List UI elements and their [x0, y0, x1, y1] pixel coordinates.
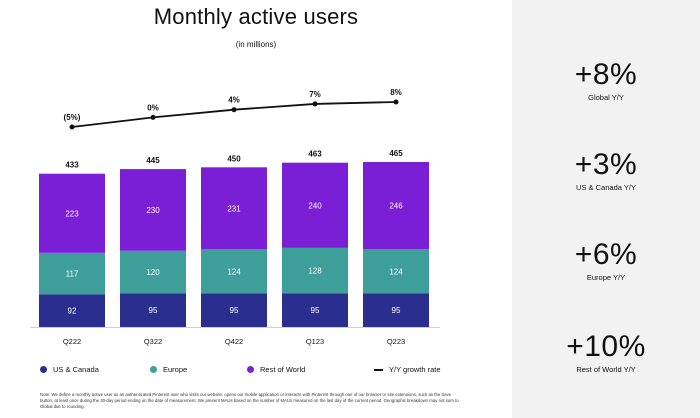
bar-segment-rest-of-world-4: [363, 162, 429, 250]
bar-value-label: 95: [311, 306, 320, 315]
growth-point: [69, 124, 75, 130]
kpi-global: +8% Global Y/Y: [512, 58, 700, 102]
bar-segment-europe-0: [39, 252, 105, 295]
legend-label-yy-growth: Y/Y growth rate: [389, 365, 441, 374]
bar-value-label: 124: [227, 267, 241, 276]
bar-value-label: 95: [149, 306, 158, 315]
bar-segment-us-canada-1: [120, 293, 186, 327]
bar-value-label: 117: [66, 270, 79, 279]
kpi-us-canada: +3% US & Canada Y/Y: [512, 148, 700, 192]
bar-value-label: 95: [392, 306, 401, 315]
kpi-panel: +8% Global Y/Y +3% US & Canada Y/Y +6% E…: [512, 0, 700, 418]
x-tick-label: Q422: [225, 337, 243, 346]
bar-total-label: 450: [227, 154, 241, 163]
bar-segment-rest-of-world-1: [120, 169, 186, 251]
bar-total-label: 465: [389, 149, 403, 158]
growth-point: [150, 114, 156, 120]
growth-label: (5%): [64, 113, 81, 122]
x-tick-label: Q222: [63, 337, 81, 346]
x-tick-label: Q223: [387, 337, 405, 346]
legend-label-rest-of-world: Rest of World: [260, 365, 306, 374]
legend-label-us-canada: US & Canada: [53, 365, 99, 374]
bar-segment-us-canada-3: [282, 293, 348, 327]
legend-swatch-yy-growth: [374, 368, 383, 371]
growth-label: 4%: [228, 96, 240, 105]
bar-segment-us-canada-0: [39, 294, 105, 327]
footnote: Note: We define a monthly active user as…: [40, 392, 459, 409]
legend-item-europe: Europe: [150, 365, 247, 374]
kpi-rest-of-world: +10% Rest of World Y/Y: [512, 330, 700, 374]
kpi-europe-value: +6%: [574, 238, 638, 271]
kpi-europe-label: Europe Y/Y: [586, 273, 626, 282]
bar-total-label: 463: [308, 150, 322, 159]
kpi-europe: +6% Europe Y/Y: [512, 238, 700, 282]
chart-svg: 92 117 223 433 Q222 95 120 230 445 Q322 95 124 231 45…: [30, 88, 440, 346]
legend-swatch-europe: [150, 366, 157, 373]
bar-segment-europe-3: [282, 247, 348, 294]
bar-segment-europe-4: [363, 249, 429, 294]
growth-label: 7%: [309, 90, 321, 99]
growth-point: [393, 99, 399, 105]
bar-segment-rest-of-world-3: [282, 162, 348, 248]
kpi-us-canada-label: US & Canada Y/Y: [576, 183, 636, 192]
bar-total-label: 445: [146, 156, 160, 165]
legend-item-us-canada: US & Canada: [40, 365, 150, 374]
legend-item-yy-growth: Y/Y growth rate: [374, 365, 441, 374]
kpi-global-label: Global Y/Y: [588, 93, 624, 102]
legend-item-rest-of-world: Rest of World: [247, 365, 374, 374]
growth-point: [231, 107, 237, 113]
legend-swatch-us-canada: [40, 366, 47, 373]
bar-value-label: 92: [68, 307, 77, 316]
bar-value-label: 246: [389, 202, 403, 211]
bar-value-label: 223: [65, 209, 79, 218]
kpi-global-value: +8%: [574, 58, 638, 91]
chart-title: Monthly active users: [153, 4, 359, 29]
legend-swatch-rest-of-world: [247, 366, 254, 373]
growth-line: [71, 101, 397, 128]
chart-subtitle: (in millions): [235, 40, 277, 49]
bar-value-label: 128: [308, 267, 322, 276]
bar-value-label: 240: [308, 201, 322, 210]
bar-total-label: 433: [65, 161, 79, 170]
bar-value-label: 230: [146, 206, 160, 215]
chart-area: Monthly active users (in millions) 92 117…: [30, 4, 510, 409]
bar-segment-europe-1: [120, 250, 186, 294]
bar-segment-us-canada-4: [363, 293, 429, 327]
growth-label: 8%: [390, 88, 402, 97]
bar-segment-rest-of-world-0: [39, 173, 105, 253]
growth-point: [312, 101, 318, 107]
bar-value-label: 120: [146, 268, 160, 277]
bar-segment-rest-of-world-2: [201, 167, 267, 250]
growth-label: 0%: [147, 103, 159, 112]
x-tick-label: Q123: [306, 337, 324, 346]
bar-segment-europe-2: [201, 249, 267, 294]
kpi-rest-of-world-value: +10%: [566, 330, 646, 363]
bar-value-label: 124: [389, 267, 403, 276]
x-tick-label: Q322: [144, 337, 162, 346]
bar-value-label: 231: [227, 204, 241, 213]
bar-segment-us-canada-2: [201, 293, 267, 327]
legend-label-europe: Europe: [163, 365, 188, 374]
kpi-us-canada-value: +3%: [574, 148, 638, 181]
legend: US & Canada Europe Rest of World Y/Y gro…: [40, 365, 510, 374]
bar-value-label: 95: [230, 306, 239, 315]
kpi-rest-of-world-label: Rest of World Y/Y: [576, 365, 636, 374]
